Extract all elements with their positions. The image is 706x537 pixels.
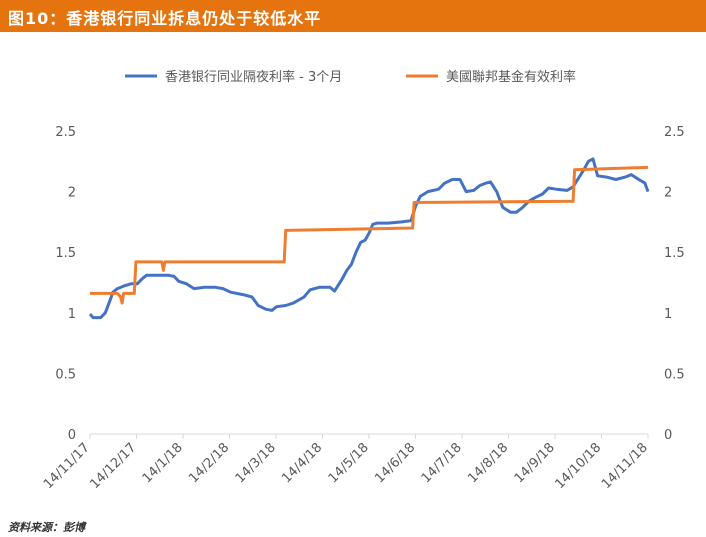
- x-tick-label: 14/8/18: [465, 440, 511, 486]
- y-tick-label-right: 1.5: [664, 246, 685, 261]
- legend-label: 香港银行同业隔夜利率 - 3个月: [165, 69, 342, 85]
- y-tick-label-right: 0.5: [664, 367, 685, 382]
- x-tick-label: 14/5/18: [326, 440, 372, 486]
- y-tick-label-left: 0.5: [55, 367, 76, 382]
- x-tick-label: 14/12/17: [87, 440, 139, 492]
- x-tick-label: 14/7/18: [419, 440, 465, 486]
- y-tick-label-right: 2: [664, 186, 672, 201]
- x-tick-label: 14/9/18: [512, 440, 558, 486]
- y-tick-label-left: 1: [68, 307, 76, 322]
- y-tick-label-left: 1.5: [55, 246, 76, 261]
- x-tick-label: 14/3/18: [233, 440, 279, 486]
- y-tick-label-right: 2.5: [664, 125, 685, 140]
- y-tick-label-right: 0: [664, 428, 672, 443]
- y-tick-label-left: 2: [68, 186, 76, 201]
- line-chart: 0 0 0.5 0.5 1 1 1.5 1.5 2 2 2.5 2.5 14/11/1714/12/17…: [41, 69, 685, 492]
- source-note: 资料来源：彭博: [8, 521, 85, 534]
- x-tick-label: 14/1/18: [140, 440, 186, 486]
- x-tick-label: 14/11/18: [599, 440, 651, 492]
- x-tick-label: 14/2/18: [186, 440, 232, 486]
- series-line-hibor: [88, 157, 650, 320]
- x-tick-label: 14/6/18: [372, 440, 418, 486]
- legend-label: 美國聯邦基金有效利率: [446, 69, 576, 85]
- figure-title: 图10：香港银行同业拆息仍处于较低水平: [8, 9, 322, 28]
- y-tick-label-right: 1: [664, 307, 672, 322]
- x-tick-label: 14/11/17: [41, 440, 93, 492]
- title-bar: 图10：香港银行同业拆息仍处于较低水平: [0, 0, 706, 32]
- series-line-fed-funds: [90, 165, 649, 305]
- chart-area: 0 0 0.5 0.5 1 1 1.5 1.5 2 2 2.5 2.5 14/11/17 14/12/17…: [0, 34, 706, 516]
- x-tick-label: 14/4/18: [279, 440, 325, 486]
- y-tick-label-left: 0: [68, 428, 76, 443]
- x-tick-label: 14/10/18: [552, 440, 604, 492]
- y-tick-label-left: 2.5: [55, 125, 76, 140]
